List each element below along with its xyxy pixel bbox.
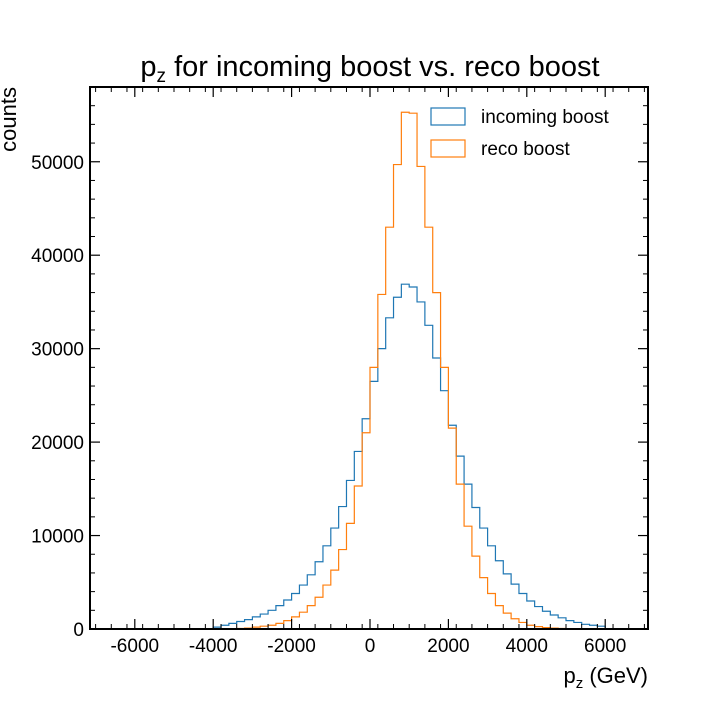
y-tick-label: 0 [73, 620, 84, 641]
y-tick-label: 40000 [31, 246, 84, 267]
legend: incoming boost reco boost [430, 107, 610, 160]
y-tick-label: 50000 [31, 153, 84, 174]
y-axis-label: counts [0, 87, 21, 152]
legend-label-2: reco boost [481, 139, 570, 160]
x-tick-label: -2000 [267, 636, 316, 657]
x-tick-label: -6000 [110, 636, 159, 657]
x-tick-label: -4000 [189, 636, 238, 657]
chart-title: pz for incoming boost vs. reco boost [140, 51, 599, 87]
series-step-1 [212, 283, 606, 629]
y-tick-label: 10000 [31, 527, 84, 548]
plot-series-group [212, 111, 606, 630]
x-axis-label: pz (GeV) [563, 663, 648, 692]
y-tick-label: 30000 [31, 340, 84, 361]
x-tick-label: 2000 [427, 636, 469, 657]
x-tick-label: 4000 [506, 636, 548, 657]
plot-frame [89, 86, 649, 630]
axes-group: -6000 -4000 -2000 0 2000 4000 6000 0 10000 20000 3… [31, 87, 648, 657]
x-tick-label: 6000 [584, 636, 626, 657]
legend-swatch-2 [430, 139, 466, 158]
y-tick-label: 20000 [31, 433, 84, 454]
legend-swatch-1 [430, 107, 466, 126]
legend-label-1: incoming boost [481, 107, 610, 128]
x-tick-label: 0 [365, 636, 376, 657]
series-step-2 [213, 111, 606, 630]
